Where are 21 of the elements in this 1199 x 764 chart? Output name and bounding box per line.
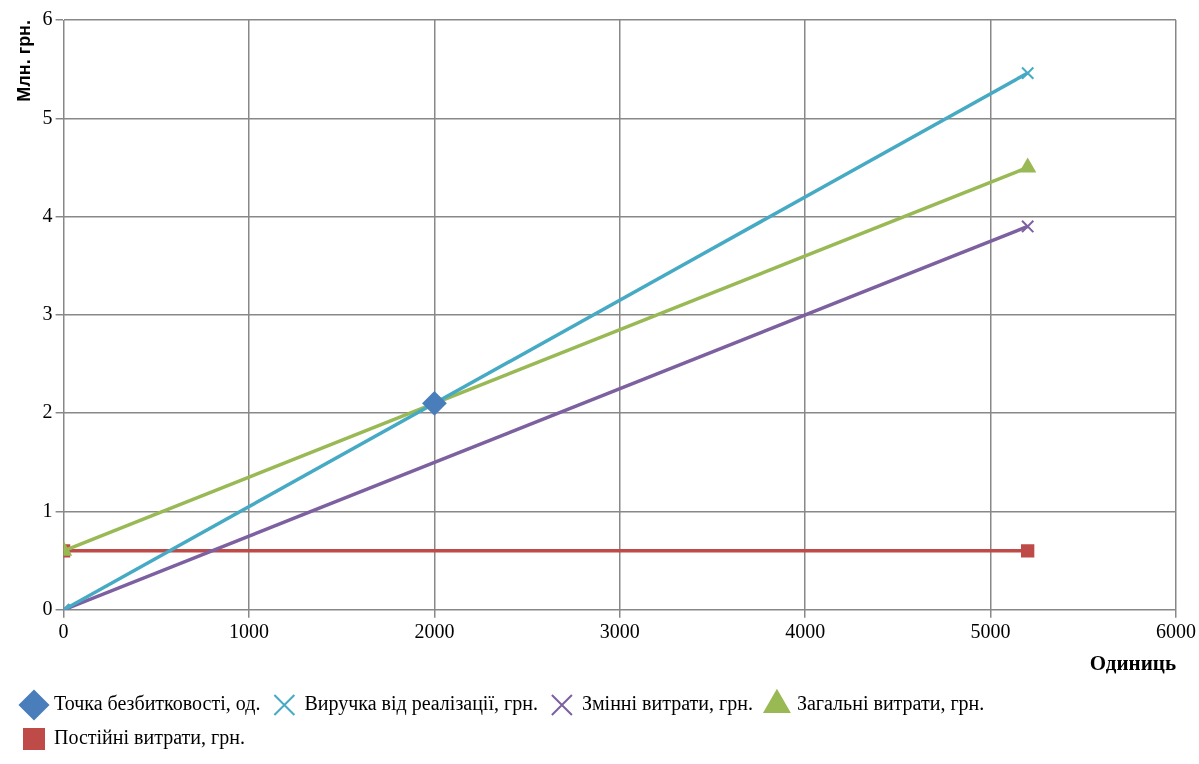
y-tick-label: 6 bbox=[42, 7, 53, 30]
x-tick-label: 1000 bbox=[229, 620, 269, 643]
y-tick-label: 5 bbox=[42, 105, 53, 128]
legend-label: Постійні витрати, грн. bbox=[54, 726, 245, 750]
x-axis-title: Одиниць bbox=[1089, 650, 1176, 675]
x-tick-label: 5000 bbox=[970, 620, 1011, 643]
y-tick-label: 0 bbox=[42, 597, 53, 620]
legend-label: Загальні витрати, грн. bbox=[796, 692, 985, 716]
y-tick-label: 4 bbox=[42, 203, 53, 226]
y-axis-title: Млн. грн. bbox=[13, 20, 34, 102]
y-tick-label: 1 bbox=[42, 498, 53, 521]
y-tick-label: 2 bbox=[42, 400, 53, 423]
y-tick-label: 3 bbox=[42, 302, 53, 325]
x-tick-label: 0 bbox=[58, 620, 69, 643]
legend-label: Змінні витрати, грн. bbox=[581, 692, 753, 716]
legend-label: Точка безбитковості, од. bbox=[54, 692, 261, 716]
x-tick-label: 4000 bbox=[785, 620, 826, 643]
x-tick-label: 3000 bbox=[599, 620, 640, 643]
x-tick-label: 2000 bbox=[414, 620, 455, 643]
x-tick-label: 6000 bbox=[1156, 620, 1196, 643]
legend-label: Виручка від реалізації, грн. bbox=[304, 692, 538, 716]
